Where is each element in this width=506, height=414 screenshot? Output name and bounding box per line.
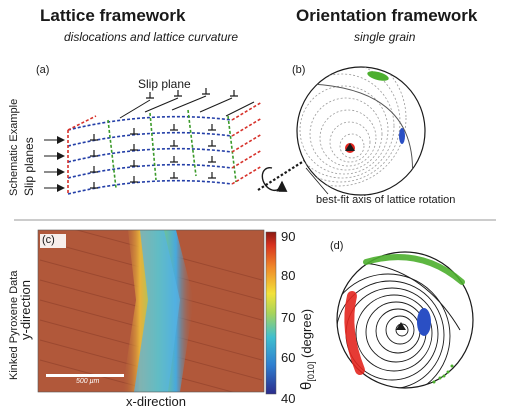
lattice-row-4 [67, 163, 233, 179]
colorbar-tick-40: 40 [281, 391, 296, 406]
axis-leader-line [305, 167, 329, 195]
red-slant-3 [231, 133, 263, 153]
orientation-framework-subtitle: single grain [354, 30, 416, 44]
colorbar-tick-90: 90 [281, 229, 296, 244]
scale-bar-label: 500 μm [76, 378, 100, 385]
lattice-row-1 [67, 115, 233, 131]
stereonet-d-green-cluster [363, 254, 465, 285]
stereonet-d-outline [336, 251, 474, 389]
kink-line-2 [149, 112, 157, 181]
panel-c-label: (c) [42, 234, 55, 246]
colorbar-tick-70: 70 [281, 310, 296, 325]
stereonet-b-blue-cluster [399, 128, 405, 144]
dislocation-symbols [90, 88, 238, 189]
stereonet-d-red-cluster [344, 291, 365, 375]
scale-bar [46, 374, 124, 377]
colorbar [265, 231, 277, 395]
stereonet-d-blue-cluster [417, 308, 431, 336]
panel-d-label: (d) [330, 240, 344, 252]
orientation-map [38, 230, 264, 392]
panel-a-label: (a) [36, 64, 50, 76]
panel-b-label: (b) [292, 64, 306, 76]
red-slant-5 [231, 165, 263, 185]
red-slant-top-left [67, 115, 97, 131]
stereonet-d-pole [396, 322, 406, 330]
stereonet-b [296, 66, 426, 196]
lattice-framework-title: Lattice framework [40, 6, 186, 25]
lattice-schematic [67, 101, 263, 195]
slip-planes-arrows [44, 136, 65, 192]
best-fit-axis-label: best-fit axis of lattice rotation [316, 194, 456, 206]
kink-line-1 [107, 119, 117, 189]
red-slant-4 [231, 149, 263, 169]
lattice-row-2 [67, 131, 233, 147]
slip-pointer-2 [144, 97, 179, 113]
slip-plane-pointers [119, 95, 255, 119]
red-slant-2 [231, 117, 263, 137]
stereonet-d [336, 251, 474, 389]
rotation-arrow [261, 167, 288, 192]
slip-plane-label: Slip plane [138, 77, 191, 91]
stereonet-d-green-scatter [432, 364, 454, 384]
stereonet-b-outline [296, 66, 426, 196]
colorbar-tick-60: 60 [281, 350, 296, 365]
stereonet-b-axis-pole [345, 143, 355, 153]
kink-line-4 [227, 115, 237, 183]
lattice-row-3 [67, 147, 233, 163]
orientation-map-frame [37, 229, 265, 393]
x-direction-label: x-direction [126, 394, 186, 409]
kink-line-3 [187, 109, 197, 177]
slip-pointer-4 [199, 97, 233, 113]
stereonet-b-green-cluster [367, 71, 389, 81]
lattice-row-5 [67, 179, 233, 195]
lattice-framework-subtitle: dislocations and lattice curvature [64, 30, 239, 44]
colorbar-tick-80: 80 [281, 268, 296, 283]
slip-pointer-3 [171, 95, 207, 111]
slip-pointer-1 [119, 99, 151, 119]
orientation-framework-title: Orientation framework [296, 6, 478, 25]
slip-pointer-5 [225, 101, 255, 117]
red-slant-1 [231, 101, 263, 121]
